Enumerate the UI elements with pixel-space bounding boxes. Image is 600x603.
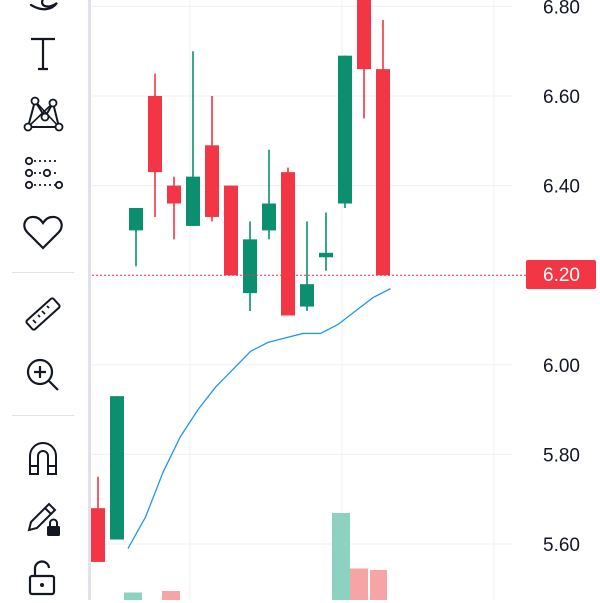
drawing-toolbar — [0, 0, 88, 600]
volume-bar — [332, 513, 350, 600]
candle-body — [167, 185, 181, 204]
volume-bar — [124, 592, 142, 600]
text-tool-icon — [31, 37, 55, 71]
lock-all-tool[interactable] — [16, 553, 70, 603]
candles — [91, 0, 390, 562]
candle-body — [357, 0, 371, 70]
zoom-in-icon — [26, 358, 59, 391]
candle — [357, 0, 371, 119]
candle-body — [186, 176, 200, 226]
last-price-tag: 6.20 — [526, 260, 596, 289]
volume-bar — [370, 570, 387, 600]
price-axis-label: 6.60 — [543, 87, 580, 108]
candle-body — [319, 252, 333, 258]
brush-tool[interactable] — [16, 0, 70, 28]
candle-body — [300, 284, 314, 307]
candle — [167, 176, 181, 240]
candle-body — [224, 185, 238, 276]
unlock-icon — [28, 560, 56, 596]
candle-body — [376, 69, 390, 276]
volume-bar — [350, 568, 368, 600]
price-axis-label: 5.60 — [543, 535, 580, 556]
candle-body — [110, 396, 124, 540]
candle-body — [129, 208, 143, 231]
candle-body — [262, 203, 276, 231]
pattern-tool[interactable] — [16, 88, 70, 138]
text-tool[interactable] — [16, 28, 70, 78]
candle — [243, 221, 257, 312]
favorites-tool[interactable] — [16, 207, 70, 257]
candle — [338, 55, 352, 208]
candle — [262, 149, 276, 240]
candle — [129, 208, 143, 267]
candle-body — [148, 96, 162, 173]
toolbar-edge — [86, 0, 91, 600]
magnet-tool[interactable] — [16, 433, 70, 483]
candle — [186, 51, 200, 226]
volume-bar — [162, 591, 180, 600]
candle-body — [338, 55, 352, 204]
last-price-tag-bg — [526, 260, 596, 289]
candle — [319, 212, 333, 271]
prediction-tool-icon — [24, 156, 64, 190]
pencil-lock-icon — [27, 502, 60, 536]
lock-drawings-tool[interactable] — [16, 493, 70, 543]
candle — [110, 396, 124, 540]
magnet-icon — [29, 442, 57, 475]
price-axis-label: 6.00 — [543, 356, 580, 377]
candle — [224, 185, 238, 276]
price-axis-label: 6.40 — [543, 177, 580, 198]
candle — [376, 19, 390, 276]
brush-icon — [29, 0, 58, 11]
candle — [205, 96, 219, 222]
candle-body — [243, 239, 257, 294]
candle — [300, 221, 314, 312]
pattern-tool-icon — [23, 96, 64, 132]
candle-body — [205, 145, 219, 217]
measure-tool[interactable] — [16, 290, 70, 340]
volume-bars — [124, 513, 387, 600]
price-axis: 6.80 6.60 6.40 6.00 5.80 5.60 — [543, 0, 580, 556]
moving-average-line — [127, 288, 391, 549]
last-price-value: 6.20 — [543, 265, 580, 286]
ruler-icon — [25, 297, 61, 331]
candle — [91, 476, 105, 562]
candle — [281, 167, 295, 316]
candle-body — [281, 172, 295, 316]
prediction-tool[interactable] — [16, 148, 70, 198]
zoom-in-tool[interactable] — [16, 350, 70, 400]
toolbar-separator — [12, 415, 74, 416]
price-axis-label: 5.80 — [543, 445, 580, 466]
toolbar-separator — [12, 272, 74, 273]
price-axis-label: 6.80 — [543, 0, 580, 18]
heart-icon — [23, 215, 63, 250]
candle — [148, 73, 162, 217]
candle-body — [91, 508, 105, 562]
